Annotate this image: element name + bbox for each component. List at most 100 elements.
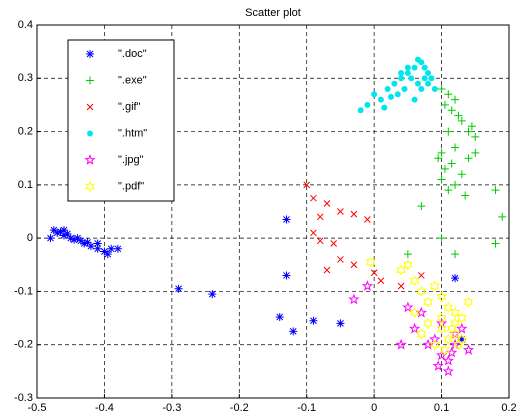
point <box>100 247 109 256</box>
point <box>73 234 82 243</box>
point <box>430 280 440 292</box>
point <box>443 333 454 345</box>
point <box>429 333 441 345</box>
point <box>396 264 406 276</box>
point <box>451 180 460 189</box>
point <box>80 239 89 248</box>
legend-marker <box>86 130 94 137</box>
point <box>444 127 453 136</box>
legend-label: ".doc" <box>118 48 147 60</box>
point <box>381 104 388 111</box>
point <box>370 269 378 277</box>
point <box>436 291 447 303</box>
point <box>357 107 364 114</box>
point <box>275 313 284 322</box>
point <box>421 64 428 71</box>
point <box>398 69 405 76</box>
point <box>103 250 112 259</box>
point <box>411 64 418 71</box>
point <box>416 285 427 297</box>
point <box>417 272 425 279</box>
point <box>391 80 398 87</box>
point <box>316 213 324 221</box>
point <box>414 56 421 63</box>
point <box>414 80 421 87</box>
point <box>350 210 358 218</box>
x-tick-label: 0.2 <box>501 402 516 414</box>
point <box>86 242 95 251</box>
y-tick-label: 0.2 <box>18 125 33 137</box>
point <box>361 280 374 291</box>
legend-marker <box>86 103 94 111</box>
legend-marker <box>84 154 96 165</box>
point <box>56 227 65 236</box>
legend-marker <box>85 181 95 192</box>
point <box>463 296 474 308</box>
point <box>309 316 318 325</box>
y-tick-label: 0 <box>27 232 33 244</box>
point <box>66 234 75 243</box>
point <box>437 84 446 93</box>
point <box>425 80 432 87</box>
point <box>432 360 444 371</box>
point <box>417 202 426 211</box>
point <box>316 237 324 245</box>
point <box>113 244 122 253</box>
point <box>423 317 433 329</box>
point <box>83 238 92 247</box>
point <box>498 212 507 221</box>
point <box>387 93 395 100</box>
point <box>454 111 463 120</box>
point <box>437 175 446 184</box>
point <box>364 216 371 223</box>
point <box>404 64 411 71</box>
point <box>348 293 360 305</box>
y-tick-label: -0.3 <box>14 392 33 404</box>
x-tick-label: -0.5 <box>28 402 47 414</box>
point <box>451 143 460 152</box>
x-tick-label: -0.3 <box>162 402 181 414</box>
y-tick-label: -0.2 <box>14 339 33 351</box>
point <box>107 244 116 253</box>
point <box>491 239 500 248</box>
legend-label: ".exe" <box>118 74 147 86</box>
point <box>404 69 411 76</box>
legend-label: ".htm" <box>118 127 147 139</box>
point <box>310 194 317 202</box>
y-tick-label: -0.1 <box>14 285 33 297</box>
point <box>447 106 456 115</box>
point <box>337 208 344 215</box>
point <box>453 339 464 351</box>
point <box>310 229 317 237</box>
point <box>451 250 460 259</box>
point <box>491 186 500 195</box>
point <box>456 322 468 334</box>
point <box>403 250 412 259</box>
point <box>425 69 432 76</box>
point <box>409 307 420 319</box>
legend-label: ".gif" <box>118 101 141 113</box>
point <box>403 259 413 271</box>
point <box>330 240 338 247</box>
point <box>444 90 453 99</box>
point <box>451 274 460 283</box>
point <box>49 226 58 235</box>
point <box>461 191 470 200</box>
point <box>93 239 102 248</box>
point <box>435 317 448 329</box>
point <box>450 307 460 319</box>
point <box>336 319 345 328</box>
chart-title: Scatter plot <box>245 7 301 19</box>
point <box>457 116 466 125</box>
point <box>436 312 447 324</box>
point <box>418 85 425 92</box>
point <box>464 154 473 163</box>
y-tick-label: 0.1 <box>18 179 33 191</box>
point <box>366 256 376 268</box>
y-tick-label: 0.3 <box>18 72 33 84</box>
legend-marker <box>86 76 94 85</box>
point <box>408 322 421 334</box>
point <box>428 75 435 82</box>
point <box>70 235 79 244</box>
